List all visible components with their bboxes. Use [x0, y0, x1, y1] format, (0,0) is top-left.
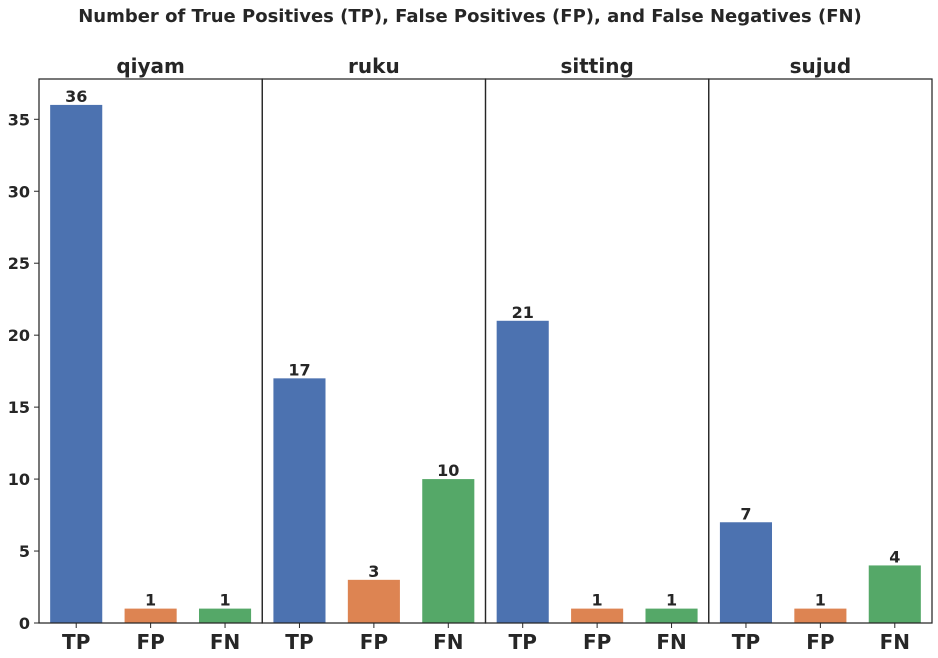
panel-title: sujud [790, 54, 852, 78]
bar-fp [571, 608, 624, 623]
y-tick-label: 20 [8, 326, 30, 345]
y-tick-label: 35 [8, 110, 30, 129]
facet-panels: qiyam36TP1FP1FNruku17TP3FP10FNsitting21T… [38, 54, 933, 654]
bar-fp [124, 608, 177, 623]
bar-tp [50, 104, 103, 623]
chart-title: Number of True Positives (TP), False Pos… [78, 6, 862, 27]
x-tick-label: FN [656, 630, 686, 654]
x-tick-label: TP [509, 630, 537, 654]
bar-fp [794, 608, 847, 623]
bar-value-label: 1 [219, 591, 230, 610]
panel-title: sitting [560, 54, 633, 78]
x-tick-label: FP [136, 630, 164, 654]
bar-tp [496, 320, 549, 623]
bar-tp [719, 522, 773, 623]
bar-value-label: 10 [437, 461, 459, 480]
bar-fn [198, 608, 252, 623]
panel-title: ruku [348, 54, 400, 78]
panel-sitting: sitting 21 TP 1 FP 1 FN [484, 54, 710, 654]
panel-qiyam: qiyam 36 TP 1 FP 1 FN [38, 54, 263, 654]
bar-fn [645, 608, 698, 623]
bar-value-label: 21 [512, 303, 534, 322]
x-tick-label: FP [583, 630, 611, 654]
y-tick-label: 15 [8, 398, 30, 417]
x-tick-label: TP [285, 630, 313, 654]
y-tick-label: 0 [19, 614, 30, 633]
bar-fn [868, 565, 921, 623]
bar-value-label: 36 [65, 87, 87, 106]
panel-ruku: ruku 17 TP 3 FP 10 FN [261, 54, 487, 654]
x-tick-label: FN [210, 630, 240, 654]
y-tick-label: 25 [8, 254, 30, 273]
y-tick-label: 30 [8, 182, 30, 201]
bar-value-label: 17 [288, 360, 310, 379]
panel-sujud: sujud 7 TP 1 FP 4 FN [708, 54, 933, 654]
x-tick-label: FN [880, 630, 910, 654]
y-tick-label: 5 [19, 542, 30, 561]
bar-value-label: 1 [592, 591, 603, 610]
bar-value-label: 3 [368, 562, 379, 581]
x-tick-label: TP [732, 630, 760, 654]
bar-value-label: 1 [666, 591, 677, 610]
panel-title: qiyam [116, 54, 185, 78]
bar-value-label: 1 [145, 591, 156, 610]
x-tick-label: FP [806, 630, 834, 654]
bar-fp [347, 579, 400, 623]
bar-value-label: 1 [815, 591, 826, 610]
bar-tp [273, 378, 326, 623]
bar-fn [422, 479, 475, 623]
panel-frame [708, 78, 933, 624]
bar-value-label: 4 [889, 547, 900, 566]
x-tick-label: FP [360, 630, 388, 654]
x-tick-label: TP [62, 630, 90, 654]
y-tick-label: 10 [8, 470, 30, 489]
y-axis: 0 5 10 15 20 25 30 35 [8, 110, 39, 633]
bar-value-label: 7 [740, 504, 751, 523]
x-tick-label: FN [433, 630, 463, 654]
